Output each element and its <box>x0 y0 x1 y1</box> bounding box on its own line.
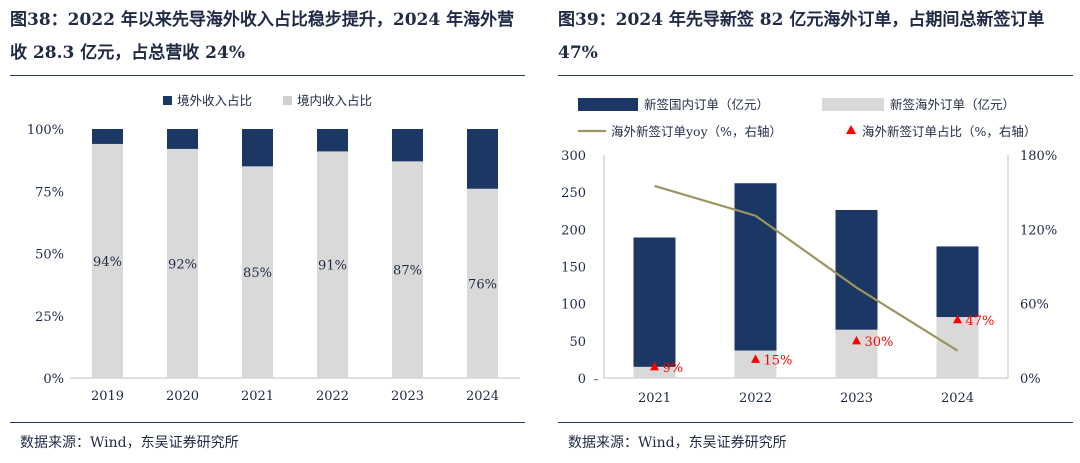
data-label: 92% <box>168 257 197 272</box>
source-rule <box>558 422 1073 423</box>
bar-overseas-share <box>167 129 198 149</box>
data-label: 91% <box>318 259 347 274</box>
y-tick-label: 0% <box>43 372 64 387</box>
y-right-tick-label: 60% <box>1020 298 1049 313</box>
y-left-tick-label: 0 <box>578 372 586 387</box>
share-marker <box>953 314 962 324</box>
bar-overseas-orders <box>936 317 979 378</box>
bar-domestic-share <box>317 151 348 378</box>
legend-label-yoy-line: 海外新签订单yoy（%，右轴） <box>611 124 782 139</box>
share-marker-label: 47% <box>966 314 995 329</box>
legend-swatch-domestic <box>283 96 292 105</box>
bar-overseas-share <box>317 129 348 152</box>
y-right-tick-label: 0% <box>1020 372 1041 387</box>
y-left-tick-label: 200 <box>561 223 586 238</box>
share-marker-label: 9% <box>663 361 684 376</box>
share-marker <box>852 335 861 345</box>
y-tick-label: 100% <box>27 123 64 138</box>
y-tick-label: 25% <box>35 310 64 325</box>
bar-domestic-orders <box>936 246 979 318</box>
left-figure: 图38：2022 年以来先导海外收入占比稳步提升，2024 年海外营收 28.3… <box>0 0 532 463</box>
bar-overseas-share <box>392 129 423 162</box>
y-tick-label: 75% <box>35 185 64 200</box>
yoy-line <box>654 184 959 352</box>
y-right-tick-label: 180% <box>1020 149 1057 164</box>
y-tick-label: 50% <box>35 248 64 263</box>
share-marker-label: 30% <box>865 335 894 350</box>
y-left-tick-label: 150 <box>561 261 586 276</box>
bar-domestic-share <box>167 148 198 378</box>
x-tick-label: 2022 <box>739 391 772 406</box>
x-tick-label: 2019 <box>91 389 124 404</box>
data-label: 94% <box>93 255 122 270</box>
bar-domestic-share <box>392 161 423 378</box>
bar-domestic-orders <box>835 210 878 330</box>
figure-source: 数据来源：Wind，东吴证券研究所 <box>568 435 787 451</box>
x-tick-label: 2024 <box>466 389 499 404</box>
bar-domestic-share <box>242 166 273 378</box>
figure-title: 图39：2024 年先导新签 82 亿元海外订单，占期间总新签订单 47% <box>558 10 1045 63</box>
right-figure: 图39：2024 年先导新签 82 亿元海外订单，占期间总新签订单 47% 新签… <box>548 0 1080 463</box>
y-right-tick-label: 120% <box>1020 223 1057 238</box>
legend-swatch-share-marker <box>846 125 856 134</box>
legend-label-domestic: 境内收入占比 <box>297 93 372 108</box>
legend-swatch-overseas <box>163 96 172 105</box>
y-left-tick-label: 250 <box>561 186 586 201</box>
share-marker <box>650 361 659 371</box>
x-tick-label: 2022 <box>316 389 349 404</box>
figure-source: 数据来源：Wind，东吴证券研究所 <box>20 435 239 451</box>
share-marker <box>751 354 760 363</box>
bar-overseas-share <box>242 129 273 167</box>
axis-dash: – <box>593 373 599 386</box>
bar-overseas-share <box>467 129 498 189</box>
y-left-tick-label: 50 <box>569 335 586 350</box>
bar-overseas-share <box>92 129 123 144</box>
legend-label-share-marker: 海外新签订单占比（%，右轴） <box>862 124 1036 139</box>
bar-domestic-orders <box>633 237 676 367</box>
x-tick-label: 2024 <box>941 391 974 406</box>
x-tick-label: 2021 <box>638 391 671 406</box>
share-marker-label: 15% <box>764 353 793 368</box>
y-left-tick-label: 300 <box>561 149 586 164</box>
data-label: 87% <box>393 264 422 279</box>
title-rule <box>558 75 1073 76</box>
x-tick-label: 2021 <box>241 389 274 404</box>
legend-label-overseas: 境外收入占比 <box>177 93 252 108</box>
legend-swatch-domestic-orders <box>578 98 638 111</box>
x-tick-label: 2020 <box>166 389 199 404</box>
legend-label-domestic-orders: 新签国内订单（亿元） <box>644 97 769 112</box>
bar-domestic-share <box>467 188 498 378</box>
legend-label-overseas-orders: 新签海外订单（亿元） <box>890 97 1015 112</box>
stacked-share-chart: 境外收入占比 境内收入占比 0% 25% 50% 75% 100% 94% 2019 92% 202… <box>27 93 520 404</box>
y-left-tick-label: 100 <box>561 298 586 313</box>
source-rule <box>10 422 525 423</box>
data-label: 76% <box>468 277 497 292</box>
bar-overseas-orders <box>633 366 676 378</box>
bar-domestic-orders <box>734 183 777 351</box>
bar-domestic-share <box>92 143 123 378</box>
legend-swatch-overseas-orders <box>822 98 884 111</box>
data-label: 85% <box>243 266 272 281</box>
x-tick-label: 2023 <box>840 391 873 406</box>
title-rule <box>10 75 525 76</box>
orders-combo-chart: 新签国内订单（亿元） 新签海外订单（亿元） 海外新签订单yoy（%，右轴） 海外新签订… <box>561 97 1057 406</box>
figure-title: 图38：2022 年以来先导海外收入占比稳步提升，2024 年海外营收 28.3… <box>10 10 515 63</box>
x-tick-label: 2023 <box>391 389 424 404</box>
